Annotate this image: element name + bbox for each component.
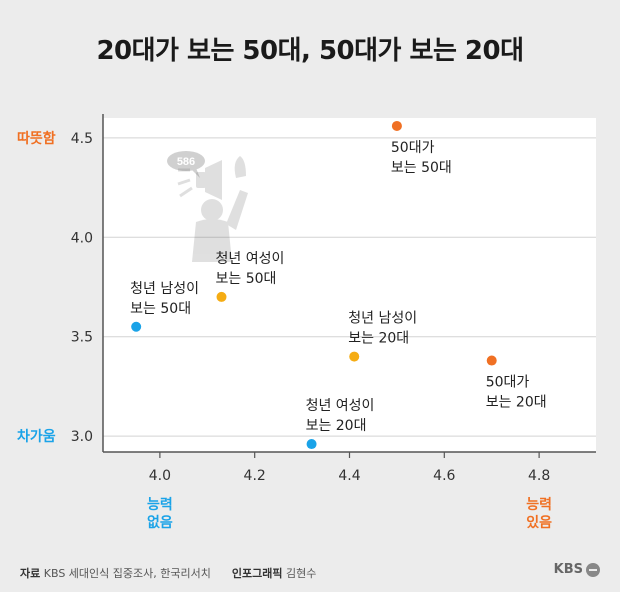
y-tick-label: 4.0 [71, 230, 93, 246]
y-top-extreme-label: 따뜻함 [17, 130, 56, 147]
data-point [306, 439, 317, 450]
data-label: 청년 남성이 [348, 311, 417, 327]
x-tick-label: 4.0 [149, 468, 171, 484]
data-point [391, 120, 402, 131]
grid-layer [103, 118, 596, 452]
data-label: 보는 20대 [348, 331, 409, 347]
y-tick-label: 3.5 [71, 330, 93, 346]
footer: 자료 KBS 세대인식 집중조사, 한국리서치 인포그래픽 김현수 [20, 565, 316, 581]
chart-title: 20대가 보는 50대, 50대가 보는 20대 [96, 36, 524, 66]
data-label: 청년 여성이 [306, 398, 375, 414]
data-label: 청년 여성이 [216, 251, 285, 267]
x-tick-label: 4.4 [338, 468, 360, 484]
data-label: 보는 20대 [486, 395, 547, 411]
data-label: 보는 20대 [306, 418, 367, 434]
source-label: 자료 [20, 567, 41, 580]
data-label: 보는 50대 [130, 301, 191, 317]
x-left-extreme-label: 능력 [147, 497, 173, 513]
kbs-logo-text: KBS [553, 562, 583, 577]
x-tick-label: 4.2 [244, 468, 266, 484]
data-label: 보는 50대 [391, 160, 452, 176]
data-point [131, 321, 142, 332]
x-tick-label: 4.6 [433, 468, 455, 484]
data-point [486, 355, 497, 366]
y-tick-label: 3.0 [71, 429, 93, 445]
y-bottom-extreme-label: 차가움 [17, 429, 56, 445]
speech-bubble [167, 151, 205, 178]
data-label: 보는 50대 [216, 271, 277, 287]
kbs-logo: KBS [554, 562, 600, 577]
x-left-extreme-label: 없음 [147, 515, 173, 531]
kbs-logo-icon [586, 562, 600, 577]
megaphone-icon [177, 156, 248, 262]
data-point [216, 291, 227, 302]
y-tick-label: 4.5 [71, 131, 93, 147]
graphic-label: 인포그래픽 [231, 567, 283, 580]
data-point [349, 351, 360, 362]
graphic-text: 김현수 [285, 567, 317, 580]
protester-illustration: 586 [167, 151, 248, 262]
data-label: 50대가 [391, 140, 435, 156]
x-right-extreme-label: 능력 [526, 497, 552, 513]
plot-area [103, 118, 596, 452]
marks-layer [131, 120, 497, 450]
speech-bubble-text: 586 [177, 156, 195, 168]
x-tick-label: 4.8 [528, 468, 550, 484]
source-text: KBS 세대인식 집중조사, 한국리서치 [43, 567, 211, 580]
x-right-extreme-label: 있음 [526, 515, 552, 531]
data-label: 50대가 [486, 375, 530, 391]
data-label: 청년 남성이 [130, 281, 199, 297]
